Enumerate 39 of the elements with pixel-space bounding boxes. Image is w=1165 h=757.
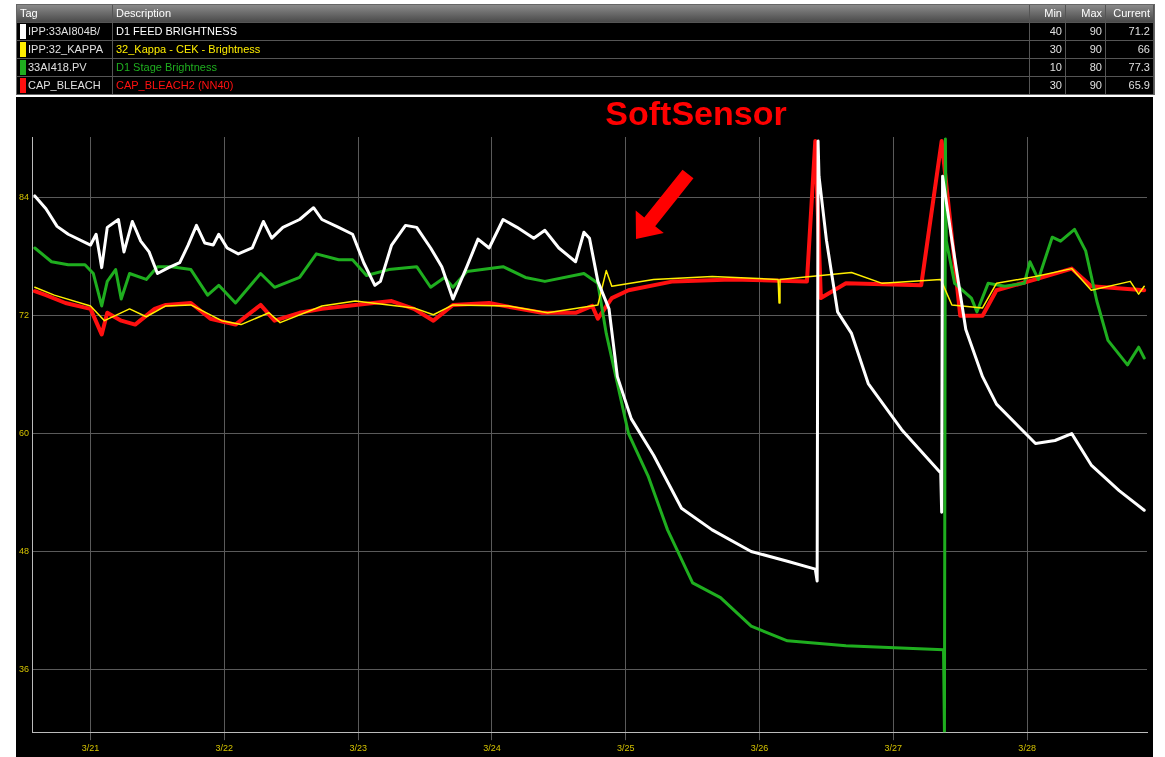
text: D1 Stage Brightness [113, 59, 1030, 76]
x-tick-label: 3/23 [349, 743, 367, 754]
y-tick-label: 60 [19, 428, 30, 439]
text: SoftSensor [605, 94, 787, 133]
x-tick-label: 3/25 [616, 743, 635, 754]
text: 80 [1066, 59, 1106, 76]
text: CAP_BLEACH [28, 78, 101, 93]
x-tick-label: 3/22 [215, 743, 234, 754]
text: IPP:33AI804B/ [28, 24, 101, 39]
text: Description [113, 5, 1030, 22]
text: 77.3 [1106, 59, 1154, 76]
text: 90 [1066, 41, 1106, 58]
text: 32_Kappa - CEK - Brightness [113, 41, 1030, 58]
text: 65.9 [1106, 77, 1154, 94]
text: 71.2 [1106, 23, 1154, 40]
y-tick-label: 48 [19, 545, 30, 556]
text: CAP_BLEACH2 (NN40) [113, 77, 1030, 94]
x-tick-label: 3/21 [81, 743, 100, 754]
y-tick-label: 36 [19, 663, 30, 674]
text: Current [1106, 5, 1154, 22]
text: 33AI418.PV [28, 60, 87, 75]
x-tick-label: 3/24 [483, 743, 501, 754]
text: 90 [1066, 23, 1106, 40]
text: 10 [1030, 59, 1066, 76]
text: D1 FEED BRIGHTNESS [113, 23, 1030, 40]
text: Tag [17, 5, 113, 22]
x-tick-label: 3/27 [884, 743, 903, 754]
text: 66 [1106, 41, 1154, 58]
y-tick-label: 84 [19, 192, 30, 203]
x-tick-label: 3/28 [1018, 743, 1036, 754]
text: 30 [1030, 41, 1066, 58]
text: 30 [1030, 77, 1066, 94]
x-tick-label: 3/26 [750, 743, 769, 754]
y-tick-label: 72 [19, 310, 30, 321]
text: IPP:32_KAPPA [28, 42, 104, 57]
text: Min [1030, 5, 1066, 22]
text: 90 [1066, 77, 1106, 94]
text: 40 [1030, 23, 1066, 40]
text: Max [1066, 5, 1106, 22]
